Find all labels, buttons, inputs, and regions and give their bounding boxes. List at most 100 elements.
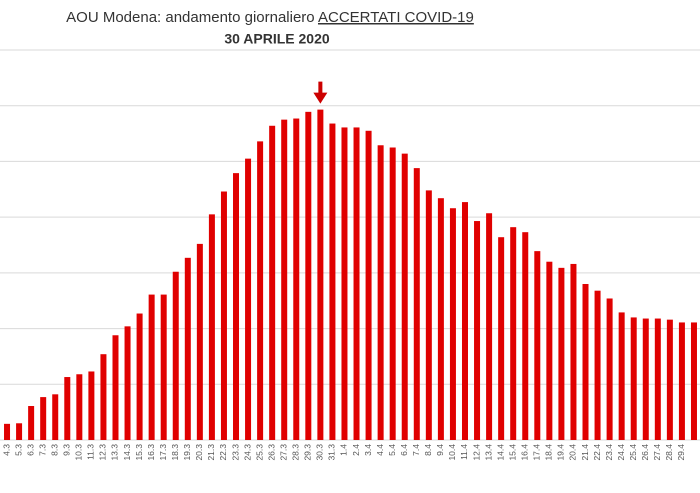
bar <box>281 119 288 441</box>
x-tick-label: 17.4 <box>532 444 542 461</box>
bar <box>16 423 23 440</box>
bar <box>606 298 613 440</box>
bar <box>233 173 240 440</box>
x-tick-label: 9.3 <box>62 444 72 456</box>
bar <box>4 423 11 440</box>
x-tick-label: 6.4 <box>399 444 409 456</box>
x-tick-label: 19.3 <box>182 444 192 461</box>
bar <box>28 406 35 440</box>
x-tick-label: 10.3 <box>74 444 84 461</box>
x-tick-label: 2.4 <box>351 444 361 456</box>
x-tick-label: 25.4 <box>628 444 638 461</box>
arrow-head <box>313 92 328 104</box>
x-tick-label: 20.4 <box>568 444 578 461</box>
title-lead: AOU Modena: andamento giornaliero <box>66 9 318 26</box>
bar <box>76 374 83 440</box>
x-tick-label: 5.3 <box>13 444 23 456</box>
x-tick-label: 25.3 <box>254 444 264 461</box>
x-tick-label: 11.3 <box>86 444 96 460</box>
bar <box>353 127 360 440</box>
x-tick-label: 13.4 <box>483 444 493 461</box>
x-tick-label: 26.3 <box>266 444 276 461</box>
x-tick-label: 15.4 <box>507 444 517 461</box>
bar <box>461 202 468 440</box>
x-tick-label: 26.4 <box>640 444 650 461</box>
x-tick-label: 11.4 <box>459 444 469 460</box>
bar <box>148 294 155 440</box>
x-tick-label: 28.3 <box>291 444 301 461</box>
x-tick-label: 10.4 <box>447 444 457 461</box>
bar <box>220 191 227 440</box>
bar <box>64 377 71 440</box>
bar <box>196 243 203 440</box>
bar <box>666 319 673 440</box>
peak-arrow <box>313 81 328 104</box>
arrow-shaft <box>318 81 323 94</box>
bar <box>377 145 384 440</box>
bar <box>582 284 589 440</box>
bar <box>293 118 300 441</box>
x-tick-label: 21.4 <box>580 444 590 461</box>
bar <box>642 318 649 440</box>
x-tick-label: 28.4 <box>664 444 674 461</box>
bar <box>510 227 517 440</box>
bar <box>317 109 324 440</box>
bar <box>52 394 59 440</box>
x-tick-label: 24.3 <box>242 444 252 461</box>
x-tick-label: 22.3 <box>218 444 228 461</box>
bar <box>160 294 167 440</box>
x-tick-label: 17.3 <box>158 444 168 461</box>
x-tick-label: 27.4 <box>652 444 662 461</box>
bar <box>184 257 191 440</box>
x-tick-label: 14.3 <box>122 444 132 461</box>
bar <box>124 326 131 440</box>
x-tick-label: 21.3 <box>206 444 216 461</box>
x-tick-label: 31.3 <box>327 444 337 461</box>
bar <box>486 213 493 440</box>
bar <box>257 141 264 440</box>
x-tick-label: 16.3 <box>146 444 156 461</box>
bar <box>389 147 396 440</box>
bar <box>365 130 372 441</box>
x-tick-label: 12.3 <box>98 444 108 461</box>
bar <box>558 267 565 440</box>
x-tick-label: 30.3 <box>315 444 325 461</box>
x-tick-label: 3.4 <box>363 444 373 456</box>
x-tick-label: 18.4 <box>544 444 554 461</box>
bar <box>305 111 312 440</box>
bar <box>498 237 505 440</box>
title-emphasis: ACCERTATI COVID-19 <box>318 9 474 26</box>
bar <box>654 318 661 440</box>
chart-subtitle: 30 APRILE 2020 <box>224 31 330 47</box>
x-tick-label: 4.4 <box>375 444 385 456</box>
x-tick-label: 5.4 <box>387 444 397 456</box>
x-tick-label: 13.3 <box>110 444 120 461</box>
bar <box>100 354 107 440</box>
bar <box>522 232 529 440</box>
bar <box>172 271 179 440</box>
x-tick-label: 4.3 <box>1 444 11 456</box>
chart-title: AOU Modena: andamento giornaliero ACCERT… <box>66 9 474 26</box>
bar <box>269 125 276 441</box>
bar <box>401 153 408 440</box>
x-tick-label: 9.4 <box>435 444 445 456</box>
x-tick-label: 22.4 <box>592 444 602 461</box>
bar <box>208 214 215 440</box>
bar <box>112 335 119 440</box>
bar <box>88 371 95 440</box>
bar <box>437 198 444 440</box>
x-tick-label: 29.4 <box>676 444 686 461</box>
bar <box>690 322 697 440</box>
bar <box>618 312 625 440</box>
x-tick-label: 7.4 <box>411 444 421 456</box>
bar <box>546 261 553 440</box>
bar <box>449 208 456 440</box>
x-tick-label: 7.3 <box>37 444 47 456</box>
x-tick-label: 15.3 <box>134 444 144 461</box>
x-tick-label: 27.3 <box>278 444 288 461</box>
bar <box>630 317 637 440</box>
x-tick-label: 18.3 <box>170 444 180 461</box>
x-tick-label: 6.3 <box>25 444 35 456</box>
x-tick-label: 12.4 <box>471 444 481 461</box>
